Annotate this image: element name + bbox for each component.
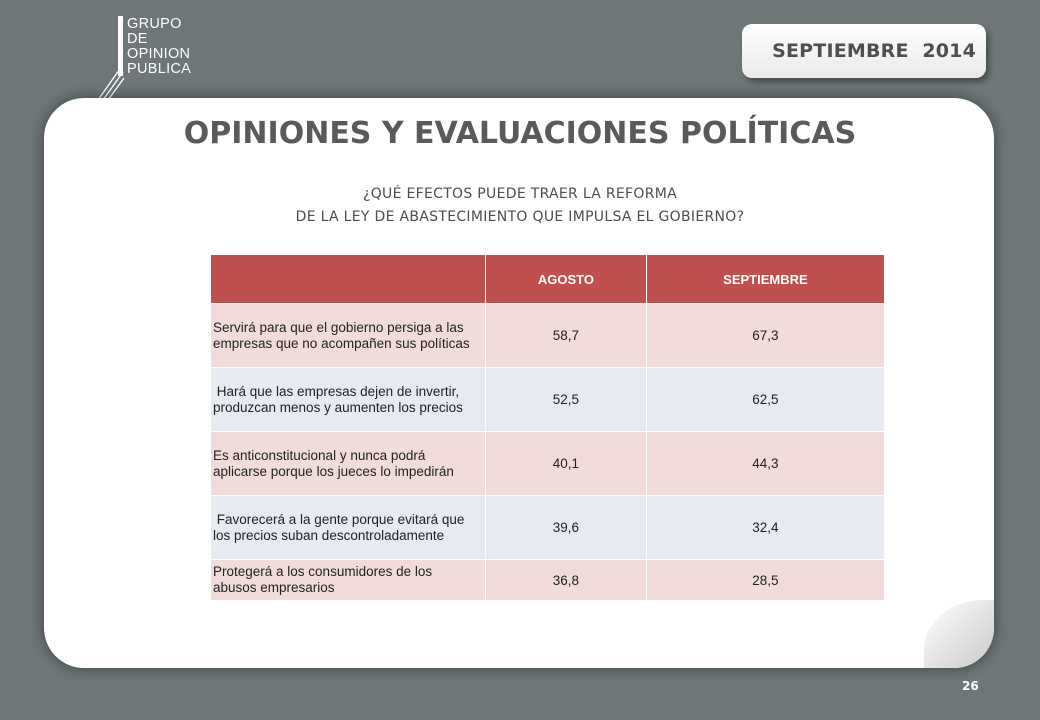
table-row: Favorecerá a la gente porque evitará que… [210,495,886,560]
value-agosto: 40,1 [485,431,647,496]
row-label: Es anticonstitucional y nunca podrá apli… [210,431,486,496]
results-table: AGOSTO SEPTIEMBRE Servirá para que el go… [210,254,886,601]
logo: GRUPO DE OPINION PUBLICA [96,14,216,104]
value-agosto: 39,6 [485,495,647,560]
header-septiembre: SEPTIEMBRE [645,254,886,304]
header-empty [210,254,486,304]
value-septiembre: 44,3 [645,431,886,496]
row-label: Servirá para que el gobierno persiga a l… [210,303,486,368]
logo-line-3: OPINION [127,46,191,62]
header-agosto: AGOSTO [485,254,647,304]
table-header-row: AGOSTO SEPTIEMBRE [210,254,886,304]
date-badge: SEPTIEMBRE 2014 [742,24,986,78]
value-septiembre: 62,5 [645,367,886,432]
table-row: Hará que las empresas dejen de invertir,… [210,367,886,432]
page-number: 26 [962,679,979,693]
page-title: OPINIONES Y EVALUACIONES POLÍTICAS [183,116,857,151]
row-label: Favorecerá a la gente porque evitará que… [210,495,486,560]
row-label: Protegerá a los consumidores de los abus… [210,559,486,601]
question-line-2: DE LA LEY DE ABASTECIMIENTO QUE IMPULSA … [295,209,745,225]
logo-line-1: GRUPO [127,16,182,32]
table-row: Es anticonstitucional y nunca podrá apli… [210,431,886,496]
question-line-1: ¿QUÉ EFECTOS PUEDE TRAER LA REFORMA [362,186,678,202]
row-label: Hará que las empresas dejen de invertir,… [210,367,486,432]
logo-text: GRUPO DE OPINION PUBLICA [127,17,191,77]
value-septiembre: 28,5 [645,559,886,601]
logo-bar [118,16,123,76]
table-row: Protegerá a los consumidores de los abus… [210,559,886,601]
table-row: Servirá para que el gobierno persiga a l… [210,303,886,368]
logo-line-2: DE [127,31,148,47]
value-agosto: 36,8 [485,559,647,601]
value-agosto: 58,7 [485,303,647,368]
value-septiembre: 67,3 [645,303,886,368]
date-badge-label: SEPTIEMBRE 2014 [772,40,976,62]
value-agosto: 52,5 [485,367,647,432]
value-septiembre: 32,4 [645,495,886,560]
logo-line-4: PUBLICA [127,61,192,77]
